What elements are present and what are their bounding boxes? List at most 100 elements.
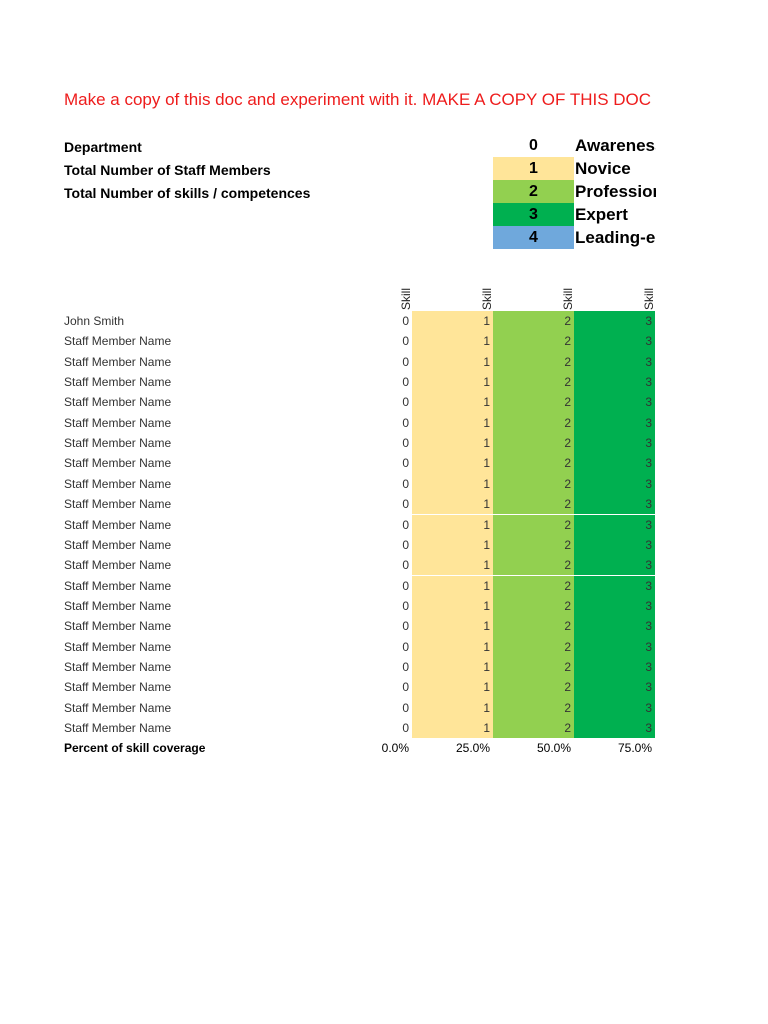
skill-level-cell[interactable]: 1 xyxy=(412,718,493,739)
skill-level-cell[interactable]: 3 xyxy=(574,677,655,698)
skill-level-cell[interactable]: 1 xyxy=(412,595,493,617)
skill-level-cell[interactable]: 1 xyxy=(412,616,493,637)
staff-name[interactable]: Staff Member Name xyxy=(64,680,172,695)
skill-level-cell[interactable]: 3 xyxy=(574,473,655,495)
skill-level-cell[interactable]: 2 xyxy=(493,412,574,434)
skill-level-cell[interactable]: 2 xyxy=(493,514,574,535)
skill-level-cell[interactable]: 2 xyxy=(493,555,574,576)
staff-name[interactable]: Staff Member Name xyxy=(64,334,172,349)
skill-level-cell[interactable]: 0 xyxy=(331,575,412,596)
skill-level-cell[interactable]: 1 xyxy=(412,412,493,434)
skill-level-cell[interactable]: 1 xyxy=(412,372,493,393)
skill-level-cell[interactable]: 3 xyxy=(574,433,655,454)
skill-level-cell[interactable]: 1 xyxy=(412,534,493,556)
staff-name[interactable]: Staff Member Name xyxy=(64,598,172,613)
skill-level-cell[interactable]: 2 xyxy=(493,616,574,637)
skill-level-cell[interactable]: 1 xyxy=(412,433,493,454)
skill-level-cell[interactable]: 3 xyxy=(574,595,655,617)
skill-level-cell[interactable]: 0 xyxy=(331,656,412,678)
skill-level-cell[interactable]: 1 xyxy=(412,331,493,352)
skill-level-cell[interactable]: 3 xyxy=(574,534,655,556)
skill-level-cell[interactable]: 0 xyxy=(331,311,412,332)
skill-level-cell[interactable]: 0 xyxy=(331,677,412,698)
skill-level-cell[interactable]: 0 xyxy=(331,636,412,657)
skill-level-cell[interactable]: 3 xyxy=(574,575,655,596)
skill-level-cell[interactable]: 1 xyxy=(412,392,493,413)
skill-level-cell[interactable]: 2 xyxy=(493,372,574,393)
skill-level-cell[interactable]: 2 xyxy=(493,331,574,352)
staff-name[interactable]: Staff Member Name xyxy=(64,700,172,715)
staff-name[interactable]: Staff Member Name xyxy=(64,436,172,451)
skill-level-cell[interactable]: 2 xyxy=(493,636,574,657)
staff-name[interactable]: Staff Member Name xyxy=(64,476,172,491)
skill-level-cell[interactable]: 0 xyxy=(331,555,412,576)
skill-level-cell[interactable]: 2 xyxy=(493,473,574,495)
skill-level-cell[interactable]: 3 xyxy=(574,616,655,637)
skill-level-cell[interactable]: 1 xyxy=(412,351,493,372)
staff-name[interactable]: Staff Member Name xyxy=(64,456,172,471)
skill-level-cell[interactable]: 3 xyxy=(574,453,655,474)
staff-name[interactable]: Staff Member Name xyxy=(64,558,172,573)
skill-level-cell[interactable]: 3 xyxy=(574,514,655,535)
skill-column-header[interactable]: Skill xyxy=(399,287,413,310)
skill-level-cell[interactable]: 3 xyxy=(574,351,655,372)
skill-level-cell[interactable]: 1 xyxy=(412,494,493,515)
skill-level-cell[interactable]: 1 xyxy=(412,656,493,678)
skill-level-cell[interactable]: 3 xyxy=(574,555,655,576)
skill-level-cell[interactable]: 0 xyxy=(331,595,412,617)
skill-level-cell[interactable]: 2 xyxy=(493,575,574,596)
skill-level-cell[interactable]: 1 xyxy=(412,677,493,698)
staff-name[interactable]: Staff Member Name xyxy=(64,354,172,369)
skill-level-cell[interactable]: 2 xyxy=(493,494,574,515)
staff-name[interactable]: Staff Member Name xyxy=(64,639,172,654)
staff-name[interactable]: Staff Member Name xyxy=(64,721,172,735)
skill-level-cell[interactable]: 0 xyxy=(331,372,412,393)
skill-level-cell[interactable]: 3 xyxy=(574,392,655,413)
skill-level-cell[interactable]: 1 xyxy=(412,575,493,596)
skill-level-cell[interactable]: 3 xyxy=(574,656,655,678)
skill-level-cell[interactable]: 3 xyxy=(574,372,655,393)
skill-column-header[interactable]: Skill xyxy=(642,287,656,310)
skill-level-cell[interactable]: 0 xyxy=(331,331,412,352)
skill-level-cell[interactable]: 2 xyxy=(493,453,574,474)
skill-level-cell[interactable]: 2 xyxy=(493,595,574,617)
staff-name[interactable]: John Smith xyxy=(64,314,125,328)
skill-level-cell[interactable]: 0 xyxy=(331,473,412,495)
skill-level-cell[interactable]: 2 xyxy=(493,697,574,718)
skill-level-cell[interactable]: 3 xyxy=(574,331,655,352)
skill-level-cell[interactable]: 2 xyxy=(493,351,574,372)
skill-level-cell[interactable]: 0 xyxy=(331,351,412,372)
staff-name[interactable]: Staff Member Name xyxy=(64,619,172,634)
skill-level-cell[interactable]: 0 xyxy=(331,616,412,637)
skill-level-cell[interactable]: 1 xyxy=(412,636,493,657)
skill-level-cell[interactable]: 3 xyxy=(574,697,655,718)
staff-name[interactable]: Staff Member Name xyxy=(64,497,172,512)
skill-level-cell[interactable]: 0 xyxy=(331,514,412,535)
skill-level-cell[interactable]: 0 xyxy=(331,433,412,454)
staff-name[interactable]: Staff Member Name xyxy=(64,415,172,430)
skill-level-cell[interactable]: 2 xyxy=(493,534,574,556)
staff-name[interactable]: Staff Member Name xyxy=(64,395,172,410)
staff-name[interactable]: Staff Member Name xyxy=(64,659,172,674)
skill-level-cell[interactable]: 0 xyxy=(331,494,412,515)
skill-level-cell[interactable]: 3 xyxy=(574,636,655,657)
skill-level-cell[interactable]: 1 xyxy=(412,311,493,332)
skill-level-cell[interactable]: 1 xyxy=(412,473,493,495)
skill-level-cell[interactable]: 0 xyxy=(331,392,412,413)
skill-level-cell[interactable]: 0 xyxy=(331,718,412,739)
skill-level-cell[interactable]: 0 xyxy=(331,534,412,556)
skill-level-cell[interactable]: 2 xyxy=(493,677,574,698)
skill-level-cell[interactable]: 1 xyxy=(412,514,493,535)
skill-level-cell[interactable]: 2 xyxy=(493,656,574,678)
skill-level-cell[interactable]: 3 xyxy=(574,718,655,739)
staff-name[interactable]: Staff Member Name xyxy=(64,375,172,390)
skill-level-cell[interactable]: 1 xyxy=(412,453,493,474)
staff-name[interactable]: Staff Member Name xyxy=(64,578,172,593)
skill-level-cell[interactable]: 2 xyxy=(493,718,574,739)
skill-level-cell[interactable]: 2 xyxy=(493,392,574,413)
skill-level-cell[interactable]: 2 xyxy=(493,433,574,454)
skill-level-cell[interactable]: 0 xyxy=(331,412,412,434)
skill-level-cell[interactable]: 0 xyxy=(331,697,412,718)
skill-level-cell[interactable]: 3 xyxy=(574,412,655,434)
staff-name[interactable]: Staff Member Name xyxy=(64,537,172,552)
